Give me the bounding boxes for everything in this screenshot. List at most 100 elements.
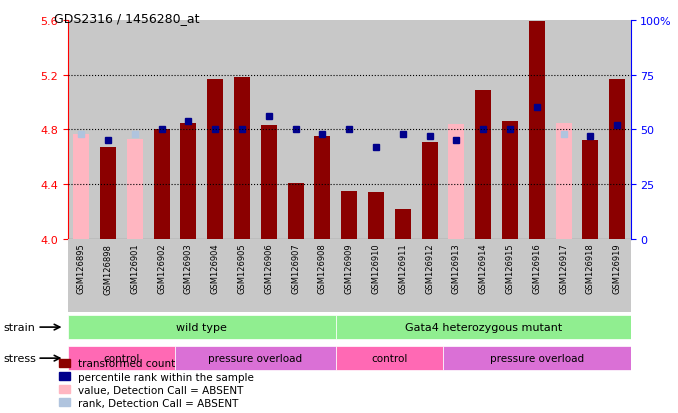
- Bar: [448, 125, 464, 240]
- Bar: [121, 240, 148, 312]
- Text: GSM126901: GSM126901: [130, 243, 139, 294]
- Bar: [207, 79, 223, 240]
- Text: GSM126906: GSM126906: [264, 243, 273, 294]
- Bar: [577, 21, 603, 240]
- Text: GSM126908: GSM126908: [318, 243, 327, 294]
- Bar: [256, 21, 282, 240]
- Bar: [202, 240, 228, 312]
- Bar: [287, 183, 304, 240]
- Text: GSM126912: GSM126912: [425, 243, 434, 294]
- Text: GSM126915: GSM126915: [506, 243, 515, 294]
- Text: GSM126903: GSM126903: [184, 243, 193, 294]
- Bar: [336, 346, 443, 370]
- Bar: [363, 240, 389, 312]
- Text: GSM126918: GSM126918: [586, 243, 595, 294]
- Bar: [148, 21, 175, 240]
- Text: GSM126916: GSM126916: [532, 243, 541, 294]
- Text: GSM126898: GSM126898: [104, 243, 113, 294]
- Bar: [100, 148, 116, 240]
- Text: GSM126911: GSM126911: [398, 243, 407, 294]
- Bar: [529, 22, 545, 240]
- Bar: [496, 21, 523, 240]
- Bar: [475, 90, 491, 240]
- Bar: [523, 21, 550, 240]
- Bar: [443, 21, 470, 240]
- Bar: [582, 141, 599, 240]
- Text: GSM126910: GSM126910: [372, 243, 380, 294]
- Bar: [202, 21, 228, 240]
- Bar: [555, 123, 572, 240]
- Bar: [336, 21, 363, 240]
- Bar: [603, 240, 631, 312]
- Bar: [73, 134, 89, 240]
- Bar: [309, 240, 336, 312]
- Bar: [153, 130, 170, 240]
- Bar: [127, 140, 143, 240]
- Bar: [175, 21, 202, 240]
- Text: GDS2316 / 1456280_at: GDS2316 / 1456280_at: [54, 12, 200, 25]
- Text: control: control: [371, 353, 407, 363]
- Bar: [523, 240, 550, 312]
- Text: GSM126895: GSM126895: [77, 243, 85, 294]
- Bar: [68, 315, 336, 339]
- Bar: [228, 21, 256, 240]
- Bar: [180, 123, 197, 240]
- Bar: [95, 240, 121, 312]
- Text: GSM126913: GSM126913: [452, 243, 461, 294]
- Bar: [148, 240, 175, 312]
- Text: GSM126905: GSM126905: [237, 243, 247, 294]
- Text: GSM126919: GSM126919: [613, 243, 622, 294]
- Bar: [282, 21, 309, 240]
- Bar: [309, 21, 336, 240]
- Bar: [68, 21, 95, 240]
- Bar: [341, 192, 357, 240]
- Text: Gata4 heterozygous mutant: Gata4 heterozygous mutant: [405, 322, 562, 332]
- Bar: [470, 21, 496, 240]
- Bar: [395, 209, 411, 240]
- Bar: [609, 79, 625, 240]
- Text: stress: stress: [3, 353, 36, 363]
- Bar: [416, 21, 443, 240]
- Bar: [68, 346, 175, 370]
- Bar: [603, 21, 631, 240]
- Bar: [443, 346, 631, 370]
- Bar: [368, 193, 384, 240]
- Bar: [121, 21, 148, 240]
- Bar: [389, 21, 416, 240]
- Bar: [416, 240, 443, 312]
- Text: strain: strain: [3, 322, 35, 332]
- Bar: [175, 240, 202, 312]
- Bar: [336, 315, 631, 339]
- Text: control: control: [103, 353, 140, 363]
- Bar: [68, 240, 95, 312]
- Text: GSM126914: GSM126914: [479, 243, 487, 294]
- Text: pressure overload: pressure overload: [490, 353, 584, 363]
- Bar: [228, 240, 256, 312]
- Bar: [496, 240, 523, 312]
- Bar: [389, 240, 416, 312]
- Bar: [422, 142, 437, 240]
- Bar: [550, 240, 577, 312]
- Bar: [95, 21, 121, 240]
- Bar: [315, 137, 330, 240]
- Text: GSM126907: GSM126907: [291, 243, 300, 294]
- Bar: [443, 240, 470, 312]
- Bar: [261, 126, 277, 240]
- Bar: [336, 240, 363, 312]
- Bar: [234, 78, 250, 240]
- Text: GSM126909: GSM126909: [344, 243, 354, 294]
- Text: GSM126904: GSM126904: [211, 243, 220, 294]
- Legend: transformed count, percentile rank within the sample, value, Detection Call = AB: transformed count, percentile rank withi…: [60, 358, 254, 408]
- Text: pressure overload: pressure overload: [208, 353, 302, 363]
- Bar: [470, 240, 496, 312]
- Text: GSM126902: GSM126902: [157, 243, 166, 294]
- Bar: [175, 346, 336, 370]
- Bar: [256, 240, 282, 312]
- Text: GSM126917: GSM126917: [559, 243, 568, 294]
- Bar: [550, 21, 577, 240]
- Bar: [282, 240, 309, 312]
- Bar: [363, 21, 389, 240]
- Text: wild type: wild type: [176, 322, 227, 332]
- Bar: [577, 240, 603, 312]
- Bar: [502, 122, 518, 240]
